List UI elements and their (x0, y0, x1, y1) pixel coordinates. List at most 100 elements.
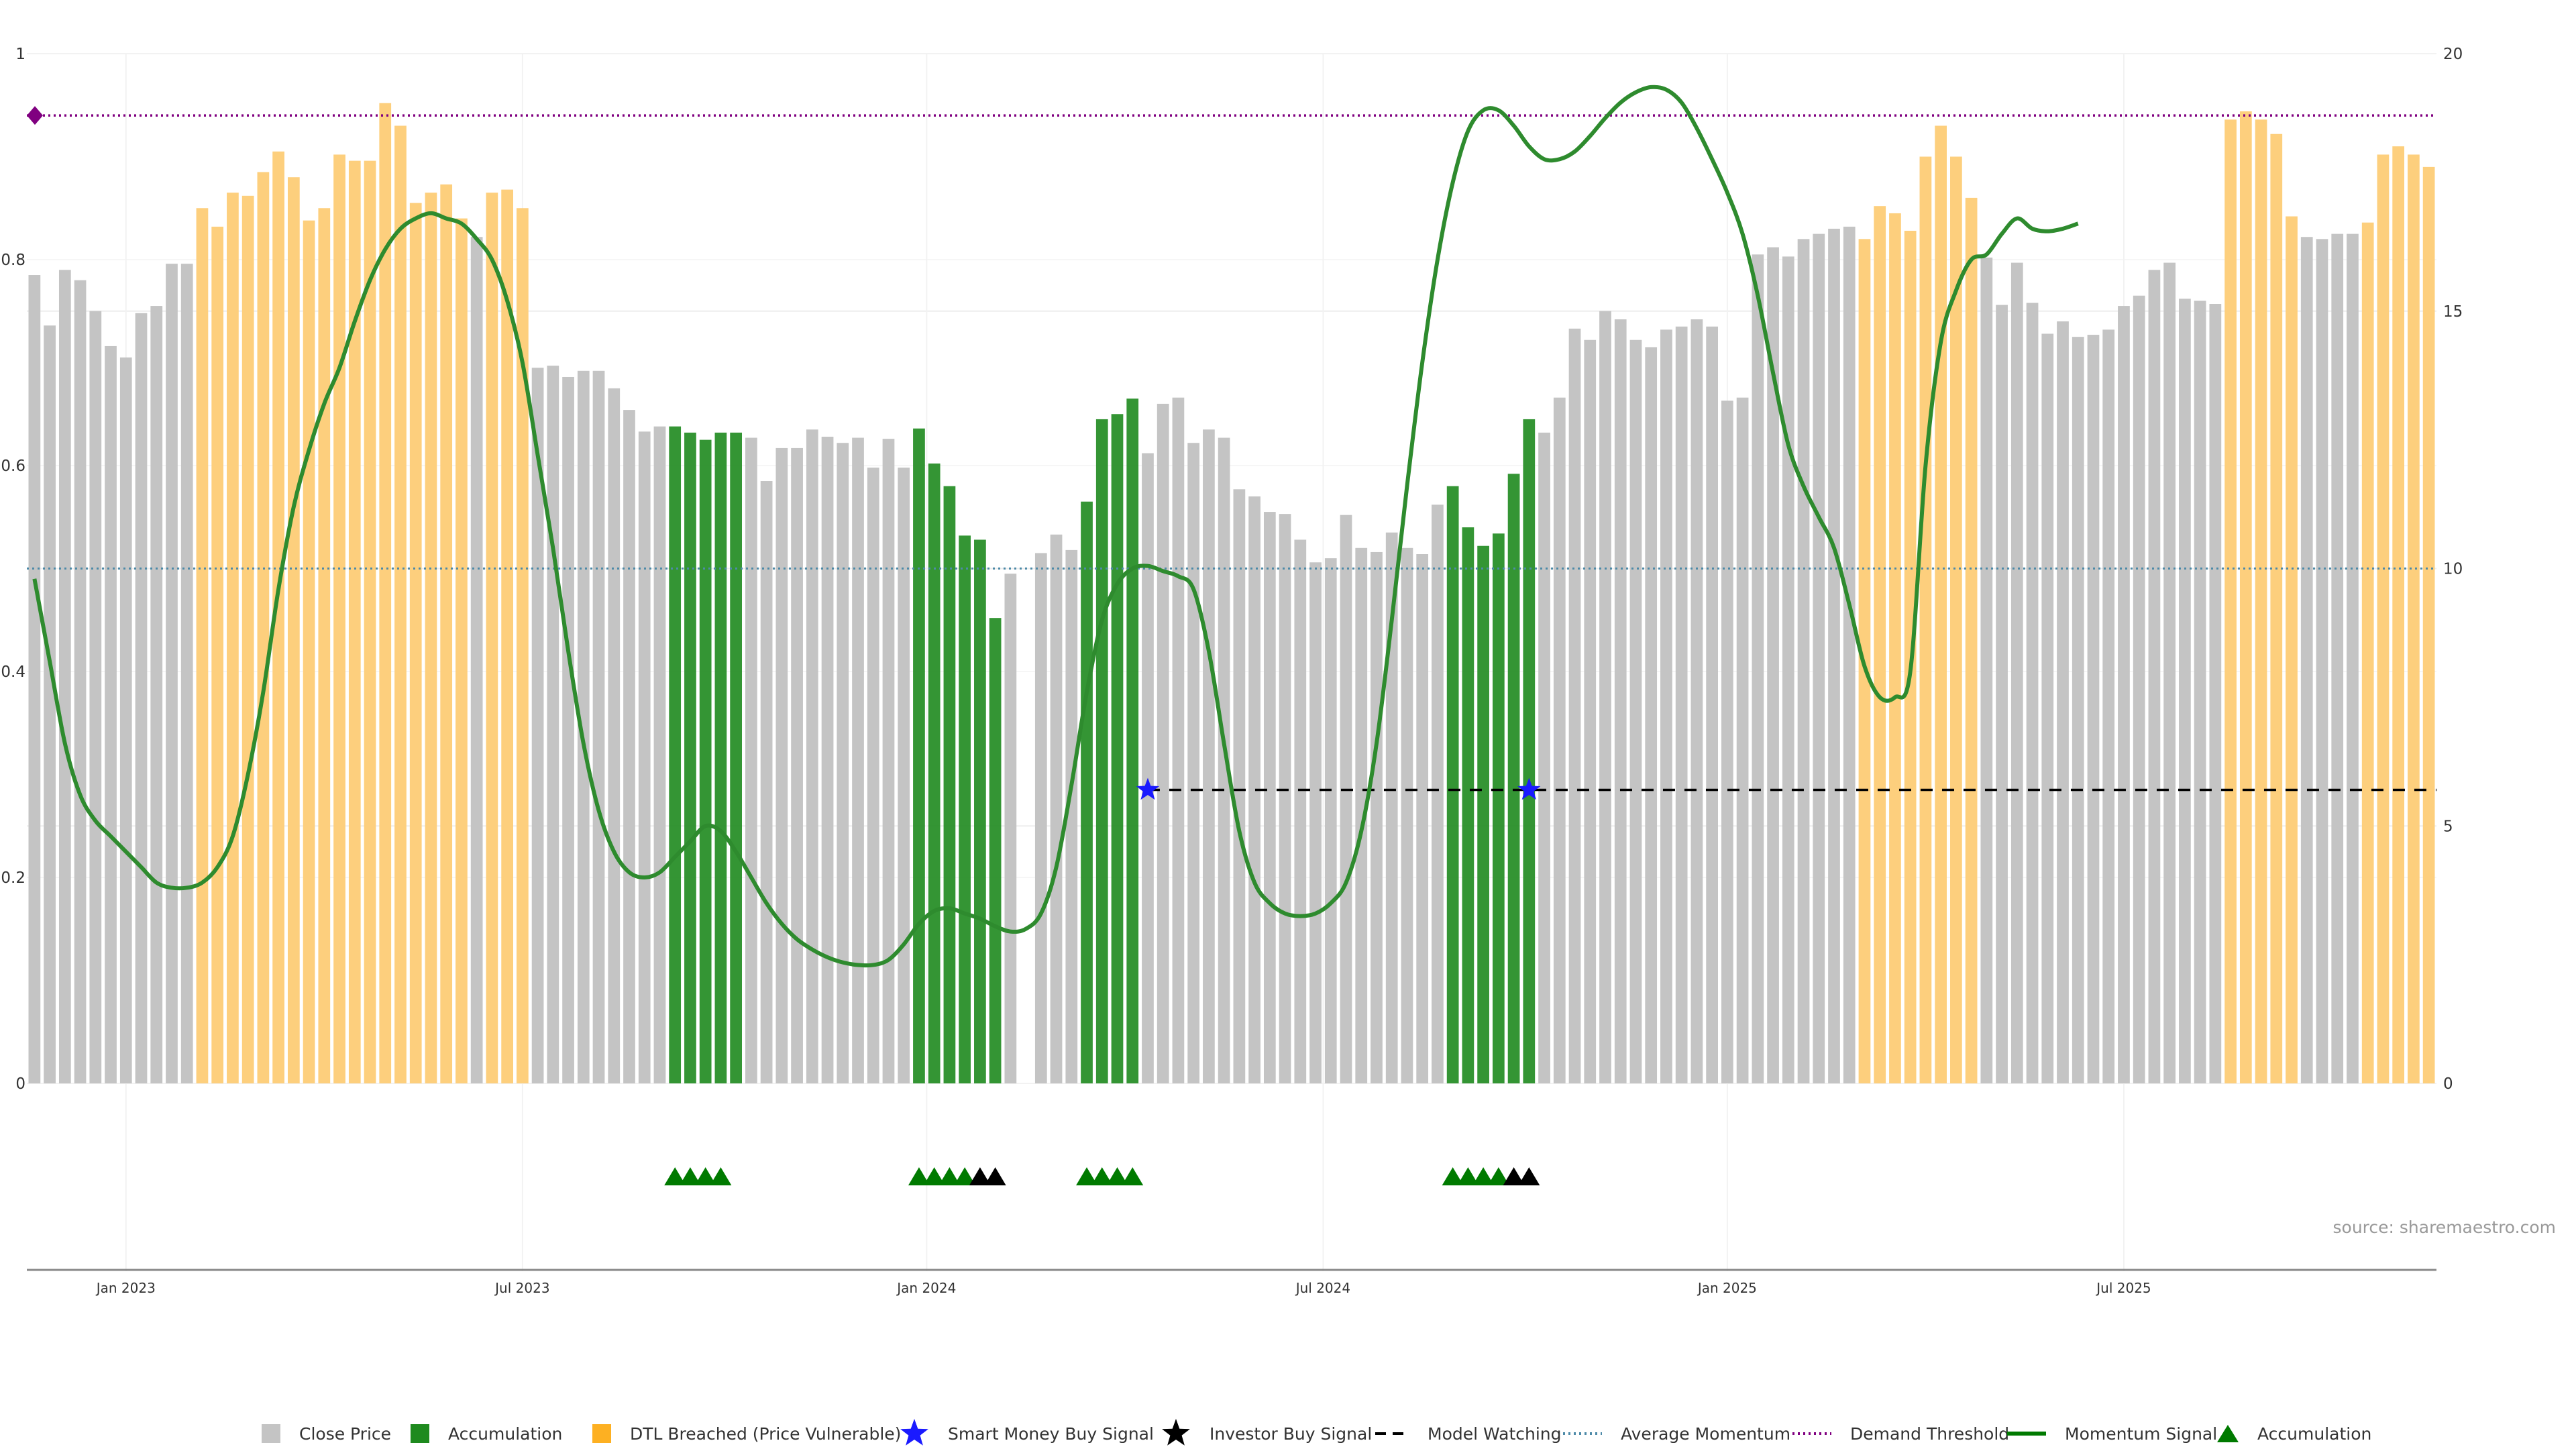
bar (1507, 474, 1520, 1083)
legend-triangle-icon (2217, 1425, 2239, 1442)
bar (58, 270, 71, 1084)
bar (1034, 553, 1047, 1083)
legend-label: Close Price (299, 1424, 391, 1444)
bar (2408, 154, 2420, 1084)
accumulation-triangle-icon (1106, 1167, 1128, 1185)
bar (364, 160, 376, 1083)
x-tick-label: Jan 2024 (896, 1280, 956, 1296)
bar (653, 426, 666, 1083)
bar (669, 426, 682, 1083)
bar (1568, 328, 1581, 1084)
bar (1065, 549, 1078, 1083)
bar (1629, 339, 1642, 1084)
bar (74, 280, 87, 1084)
bar (1889, 213, 1901, 1083)
bar (303, 220, 315, 1083)
bar (1706, 326, 1718, 1083)
bar (1203, 429, 1215, 1083)
bar (775, 447, 788, 1083)
momentum-line-group (32, 85, 2079, 968)
legend-label: Accumulation (448, 1424, 562, 1444)
accumulation-triangles (664, 1167, 1540, 1185)
bar (1340, 515, 1352, 1083)
x-tick-label: Jan 2025 (1697, 1280, 1757, 1296)
bar (2133, 295, 2145, 1084)
accumulation-triangle-icon (679, 1167, 701, 1185)
bar (1797, 239, 1810, 1083)
bar (974, 539, 986, 1083)
bar (2026, 303, 2039, 1084)
bar (2148, 270, 2161, 1084)
bar (837, 443, 849, 1083)
bar (1187, 443, 1200, 1083)
x-tick-label: Jul 2023 (494, 1280, 549, 1296)
bar (105, 345, 117, 1084)
bar (409, 203, 422, 1084)
bar (531, 368, 544, 1083)
bar (821, 437, 834, 1083)
bar (806, 429, 818, 1083)
y-right-tick-label: 20 (2443, 46, 2463, 63)
bar (501, 189, 513, 1083)
legend-label: Momentum Signal (2065, 1424, 2217, 1444)
bar (1279, 514, 1291, 1083)
accumulation-triangle-icon (938, 1167, 961, 1185)
accumulation-triangle-icon (1122, 1167, 1144, 1185)
bar (486, 193, 498, 1084)
bar (1050, 534, 1063, 1083)
bar (89, 311, 102, 1083)
bar (1584, 339, 1597, 1084)
bar (1736, 397, 1749, 1083)
bar (1660, 329, 1672, 1083)
bar (791, 447, 803, 1083)
legend-item: Momentum Signal (2007, 1424, 2217, 1444)
bar (211, 226, 224, 1083)
bar (852, 437, 864, 1083)
bar (2224, 119, 2237, 1084)
bar (1309, 562, 1322, 1083)
bar (28, 275, 41, 1083)
legend-item: Demand Threshold (1792, 1424, 2009, 1444)
legend-item: Average Momentum (1563, 1424, 1790, 1444)
y-left-tick-label: 0.2 (1, 869, 25, 887)
signal-markers (27, 106, 1541, 800)
accumulation-triangle-icon (1472, 1167, 1495, 1185)
bar (1432, 504, 1444, 1083)
y-right-tick-label: 0 (2443, 1075, 2453, 1093)
legend-item: Close Price (262, 1424, 391, 1444)
bar (1401, 547, 1413, 1083)
y-axis-left: 0 0.2 0.4 0.6 0.8 1 (1, 46, 25, 1093)
bar (989, 618, 1002, 1083)
bar (119, 357, 132, 1084)
investor-triangle-icon (1503, 1167, 1525, 1185)
bar (1935, 125, 1947, 1084)
bar (592, 370, 605, 1083)
bar (1492, 533, 1505, 1083)
demand-threshold-diamond-icon (27, 106, 43, 125)
bar (470, 237, 483, 1084)
legend-item: Smart Money Buy Signal (900, 1419, 1154, 1446)
legend-item: Investor Buy Signal (1162, 1419, 1372, 1446)
legend-star-icon (1162, 1419, 1190, 1446)
bar (1385, 532, 1398, 1083)
bar (928, 463, 941, 1083)
bar (2377, 154, 2390, 1084)
bar (1233, 489, 1246, 1083)
bar (2361, 222, 2374, 1083)
investor-triangle-icon (969, 1167, 991, 1185)
bar (2255, 119, 2267, 1084)
bar (1462, 527, 1474, 1083)
bar (1126, 398, 1139, 1083)
accumulation-triangle-icon (1076, 1167, 1098, 1185)
bar (1752, 254, 1764, 1084)
legend-label: Smart Money Buy Signal (948, 1424, 1154, 1444)
x-tick-label: Jan 2023 (95, 1280, 156, 1296)
bar (1599, 311, 1611, 1083)
bar (1919, 156, 1932, 1083)
bar (2422, 166, 2435, 1084)
bar (1690, 319, 1703, 1083)
accumulation-triangle-icon (1457, 1167, 1479, 1185)
legend-item: Model Watching (1375, 1424, 1562, 1444)
bar (1675, 326, 1688, 1083)
bar (516, 208, 529, 1083)
